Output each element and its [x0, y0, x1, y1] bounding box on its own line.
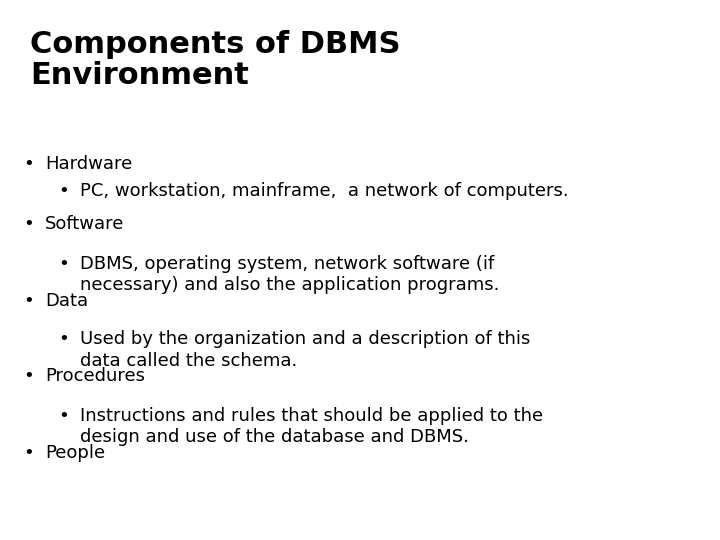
- Text: •: •: [58, 330, 68, 348]
- Text: •: •: [23, 292, 34, 310]
- Text: Hardware: Hardware: [45, 155, 132, 173]
- Text: Software: Software: [45, 215, 125, 233]
- Text: Components of DBMS
Environment: Components of DBMS Environment: [30, 30, 400, 90]
- Text: •: •: [58, 407, 68, 425]
- Text: •: •: [58, 255, 68, 273]
- Text: •: •: [23, 155, 34, 173]
- Text: Procedures: Procedures: [45, 367, 145, 385]
- Text: •: •: [23, 215, 34, 233]
- Text: Data: Data: [45, 292, 88, 310]
- Text: Used by the organization and a description of this
data called the schema.: Used by the organization and a descripti…: [80, 330, 531, 369]
- Text: •: •: [23, 444, 34, 462]
- Text: •: •: [58, 182, 68, 200]
- Text: •: •: [23, 367, 34, 385]
- Text: Instructions and rules that should be applied to the
design and use of the datab: Instructions and rules that should be ap…: [80, 407, 543, 447]
- Text: People: People: [45, 444, 105, 462]
- Text: DBMS, operating system, network software (if
necessary) and also the application: DBMS, operating system, network software…: [80, 255, 500, 294]
- Text: PC, workstation, mainframe,  a network of computers.: PC, workstation, mainframe, a network of…: [80, 182, 569, 200]
